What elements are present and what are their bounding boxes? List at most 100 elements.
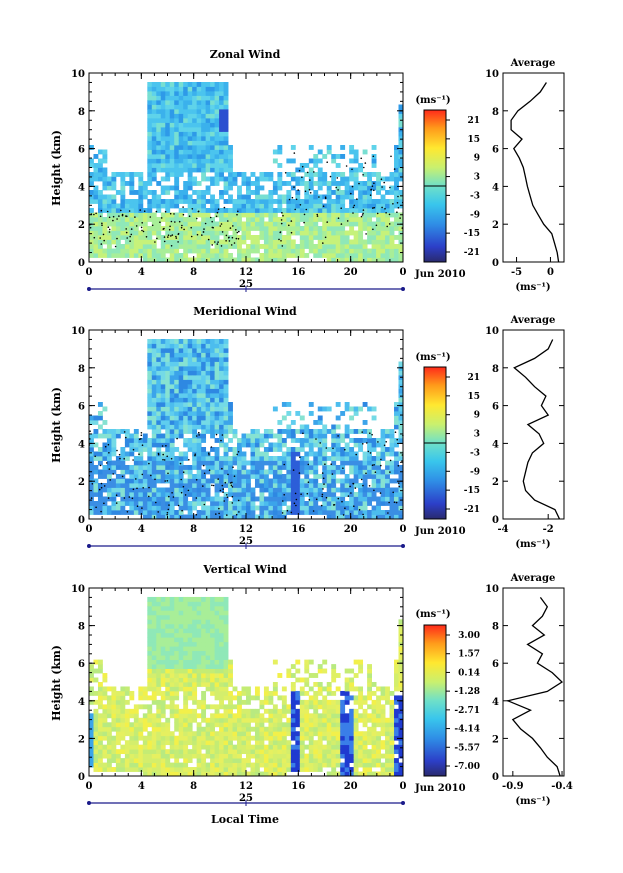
heatmap-cell	[120, 244, 126, 249]
heatmap-cell	[223, 641, 229, 647]
heatmap-cell	[174, 744, 180, 750]
zero-contour-dot	[238, 230, 240, 233]
heatmap-cell	[232, 483, 238, 488]
heatmap-cell	[322, 460, 328, 466]
heatmap-cell	[160, 505, 166, 511]
heatmap-cell	[97, 230, 103, 236]
heatmap-cell	[362, 181, 368, 186]
heatmap-cell	[214, 492, 220, 497]
heatmap-cell	[165, 239, 171, 245]
heatmap-cell	[304, 501, 310, 506]
heatmap-cell	[160, 704, 166, 710]
heatmap-cell	[169, 767, 175, 772]
heatmap-cell	[232, 492, 238, 497]
heatmap-cell	[335, 163, 341, 168]
heatmap-cell	[111, 199, 117, 204]
heatmap-cell	[214, 424, 220, 430]
heatmap-cell	[106, 212, 112, 218]
heatmap-cell	[201, 402, 207, 407]
heatmap-cell	[214, 154, 220, 159]
heatmap-cell	[160, 699, 166, 705]
heatmap-cell	[156, 361, 162, 367]
heatmap-cell	[147, 713, 153, 719]
heatmap-cell	[205, 771, 211, 777]
heatmap-cell	[295, 447, 301, 452]
heatmap-cell	[187, 438, 193, 443]
heatmap-cell	[147, 127, 153, 132]
heatmap-cell	[187, 753, 193, 759]
heatmap-cell	[169, 118, 175, 123]
heatmap-cell	[223, 429, 229, 434]
zero-contour-dot	[312, 510, 315, 512]
zero-contour-dot	[180, 226, 183, 229]
heatmap-cell	[335, 172, 341, 177]
heatmap-cell	[151, 348, 157, 353]
heatmap-cell	[183, 673, 189, 678]
heatmap-cell	[133, 203, 139, 209]
zero-contour-dot	[140, 438, 142, 440]
heatmap-cell	[97, 664, 103, 669]
heatmap-cell	[219, 717, 224, 723]
zero-contour-dot	[226, 496, 229, 499]
heatmap-cell	[286, 194, 292, 200]
heatmap-cell	[389, 257, 395, 263]
heatmap-cell	[147, 655, 153, 661]
heatmap-cell	[299, 181, 305, 186]
heatmap-cell	[165, 199, 171, 204]
heatmap-cell	[358, 203, 364, 209]
heatmap-cell	[133, 253, 139, 258]
heatmap-cell	[187, 140, 193, 146]
heatmap-cell	[344, 474, 350, 479]
heatmap-cell	[214, 167, 220, 173]
heatmap-cell	[326, 181, 332, 186]
heatmap-cell	[349, 257, 355, 263]
heatmap-cell	[237, 753, 242, 759]
heatmap-cell	[304, 424, 310, 430]
heatmap-cell	[367, 230, 372, 236]
heatmap-cell	[178, 100, 184, 105]
heatmap-cell	[138, 235, 144, 240]
heatmap-cell	[335, 465, 341, 470]
zero-contour-dot	[196, 217, 198, 220]
heatmap-cell	[389, 465, 395, 470]
heatmap-cell	[219, 190, 224, 195]
heatmap-cell	[187, 623, 193, 629]
heatmap-cell	[156, 686, 162, 692]
heatmap-cell	[362, 438, 368, 443]
heatmap-cell	[151, 451, 157, 457]
heatmap-cell	[156, 343, 162, 349]
heatmap-cell	[151, 100, 157, 105]
heatmap-cell	[331, 221, 337, 227]
heatmap-cell	[317, 415, 323, 421]
heatmap-cell	[183, 375, 189, 380]
heatmap-cell	[192, 113, 198, 119]
heatmap-cell	[151, 253, 157, 258]
heatmap-cell	[151, 758, 157, 763]
zero-contour-dot	[355, 453, 358, 456]
heatmap-cell	[89, 496, 94, 502]
heatmap-cell	[178, 172, 184, 177]
zero-contour-dot	[394, 431, 397, 434]
zero-contour-dot	[216, 243, 219, 245]
heatmap-cell	[169, 650, 175, 656]
heatmap-cell	[165, 172, 171, 177]
heatmap-cell	[308, 217, 314, 222]
heatmap-cell	[124, 244, 130, 249]
heatmap-cell	[129, 722, 135, 728]
heatmap-cell	[120, 686, 126, 692]
heatmap-cell	[228, 217, 233, 222]
heatmap-cell	[371, 438, 377, 443]
heatmap-cell	[196, 190, 202, 195]
heatmap-cell	[353, 167, 359, 173]
heatmap-cell	[201, 190, 207, 195]
heatmap-cell	[367, 235, 372, 240]
heatmap-cell	[371, 460, 377, 466]
heatmap-cell	[246, 244, 251, 249]
heatmap-cell	[196, 370, 202, 376]
heatmap-cell	[299, 415, 305, 421]
heatmap-cell	[142, 713, 148, 719]
heatmap-cell	[120, 221, 126, 227]
heatmap-cell	[237, 212, 242, 218]
heatmap-cell	[340, 154, 346, 159]
heatmap-cell	[120, 501, 126, 506]
